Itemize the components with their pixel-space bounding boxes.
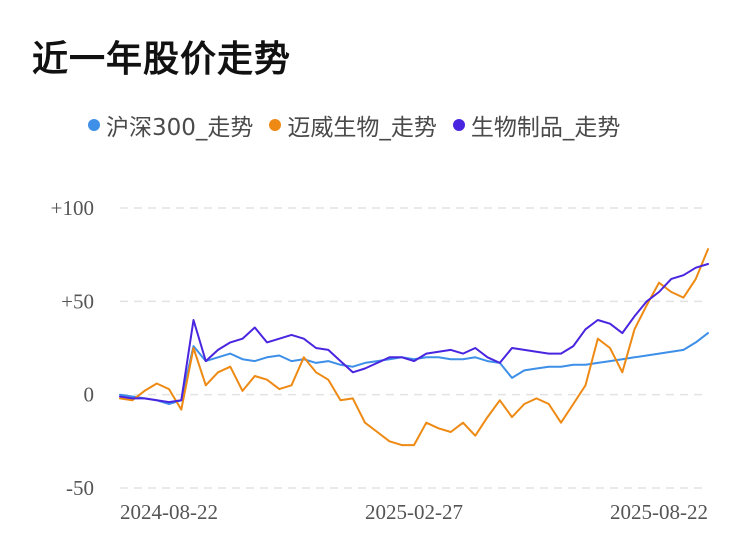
legend-label: 迈威生物_走势 bbox=[287, 115, 437, 141]
chart-legend: 沪深300_走势 迈威生物_走势 生物制品_走势 bbox=[88, 108, 636, 142]
legend-label: 沪深300_走势 bbox=[106, 115, 254, 141]
chart-title: 近一年股价走势 bbox=[32, 39, 292, 80]
series-line-hs300 bbox=[119, 332, 709, 405]
legend-label: 生物制品_走势 bbox=[470, 115, 621, 141]
x-tick-label: 2025-02-27 bbox=[365, 500, 463, 524]
legend-item-biologics[interactable]: 生物制品_走势 bbox=[452, 108, 621, 142]
y-tick-label: 0 bbox=[84, 383, 95, 407]
y-tick-label: -50 bbox=[66, 476, 94, 500]
y-tick-label: +100 bbox=[51, 196, 94, 220]
legend-item-hs300[interactable]: 沪深300_走势 bbox=[88, 108, 253, 142]
legend-dot-icon bbox=[88, 119, 100, 131]
x-tick-label: 2025-08-22 bbox=[610, 500, 708, 524]
legend-item-maiwei[interactable]: 迈威生物_走势 bbox=[269, 108, 437, 142]
legend-dot-icon bbox=[269, 119, 282, 131]
series-line-biologics bbox=[119, 263, 709, 404]
series-line-maiwei bbox=[119, 248, 709, 447]
x-tick-label: 2024-08-22 bbox=[120, 500, 218, 524]
legend-dot-icon bbox=[452, 119, 465, 131]
y-tick-label: +50 bbox=[61, 289, 94, 313]
